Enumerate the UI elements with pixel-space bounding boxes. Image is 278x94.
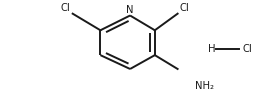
Text: Cl: Cl xyxy=(180,3,189,13)
Text: NH₂: NH₂ xyxy=(195,81,214,91)
Text: Cl: Cl xyxy=(242,44,252,54)
Text: Cl: Cl xyxy=(61,3,71,13)
Text: N: N xyxy=(126,5,134,15)
Text: H: H xyxy=(207,44,215,54)
